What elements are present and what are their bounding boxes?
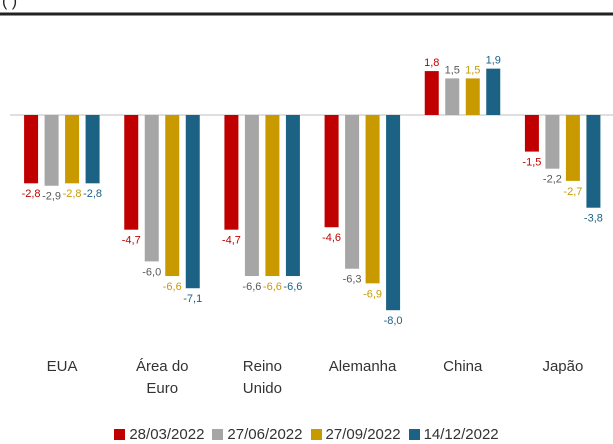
- bar: [224, 115, 239, 230]
- bar: [324, 115, 339, 228]
- legend-swatch: [310, 429, 322, 440]
- data-label: -6,3: [343, 274, 362, 286]
- legend-swatch: [114, 429, 126, 440]
- x-tick-label: Área do Euro: [135, 358, 189, 397]
- legend-swatch: [212, 429, 224, 440]
- bar: [386, 115, 401, 311]
- bar: [465, 78, 480, 115]
- bar: [165, 115, 180, 277]
- legend-item: 27/09/2022: [310, 426, 401, 443]
- legend-label: 28/03/2022: [129, 426, 205, 443]
- data-label: -2,2: [543, 174, 562, 186]
- bar: [524, 115, 539, 152]
- data-label: -6,6: [163, 281, 182, 293]
- data-label: 1,9: [486, 55, 501, 67]
- legend-label: 14/12/2022: [423, 426, 499, 443]
- data-label: -4,7: [222, 235, 241, 247]
- bar: [65, 115, 80, 184]
- bar: [144, 115, 159, 262]
- data-label: -2,9: [42, 191, 61, 203]
- legend-item: 27/06/2022: [212, 426, 303, 443]
- bar: [124, 115, 139, 230]
- legend-label: 27/09/2022: [325, 426, 401, 443]
- legend-item: 14/12/2022: [408, 426, 499, 443]
- bar: [565, 115, 580, 181]
- bar: [424, 71, 439, 115]
- legend: 28/03/2022 27/06/2022 27/09/2022 14/12/2022: [0, 426, 613, 443]
- x-tick-label: Alemanha: [328, 358, 397, 375]
- data-label: -2,8: [63, 188, 82, 200]
- bar: [586, 115, 601, 208]
- legend-swatch: [408, 429, 420, 440]
- bar: [244, 115, 259, 277]
- bar: [185, 115, 200, 289]
- legend-label: 27/06/2022: [227, 426, 303, 443]
- data-label: -6,6: [263, 281, 282, 293]
- bar: [44, 115, 59, 186]
- data-label: -2,8: [22, 188, 41, 200]
- bar: [265, 115, 280, 277]
- bar: [345, 115, 360, 269]
- x-tick-label: EUA: [46, 358, 78, 375]
- data-label: 1,8: [424, 57, 439, 69]
- data-label: -6,6: [283, 281, 302, 293]
- data-label: -4,7: [122, 235, 141, 247]
- legend-item: 28/03/2022: [114, 426, 204, 443]
- bar: [545, 115, 560, 169]
- bar: [365, 115, 380, 284]
- data-label: -7,1: [183, 293, 202, 305]
- data-label: -6,6: [242, 281, 261, 293]
- data-label: 1,5: [445, 64, 460, 76]
- bar: [24, 115, 39, 184]
- bar: [85, 115, 100, 184]
- data-label: -2,8: [83, 188, 102, 200]
- data-label: -6,0: [142, 266, 161, 278]
- bar: [445, 78, 460, 115]
- data-label: -1,5: [522, 157, 541, 169]
- data-label: -3,8: [584, 213, 603, 225]
- x-tick-label: China: [443, 358, 483, 375]
- data-label: -6,9: [363, 288, 382, 300]
- bar: [285, 115, 300, 277]
- chart-subtitle: ( ): [2, 0, 17, 10]
- data-label: -2,7: [563, 186, 582, 198]
- data-label: 1,5: [465, 64, 480, 76]
- x-tick-label: Japão: [542, 358, 584, 375]
- data-label: -4,6: [322, 232, 341, 244]
- bar: [486, 68, 501, 115]
- x-tick-label: Reino Unido: [242, 358, 282, 397]
- data-label: -8,0: [384, 315, 403, 327]
